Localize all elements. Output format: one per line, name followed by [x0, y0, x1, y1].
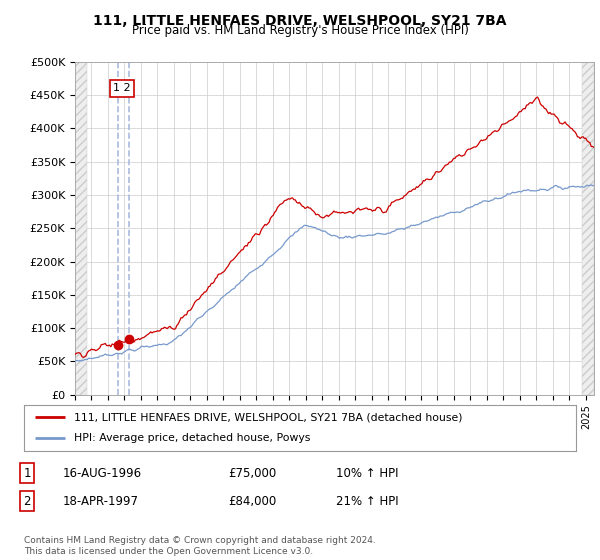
Text: 16-AUG-1996: 16-AUG-1996 — [63, 466, 142, 480]
Text: 10% ↑ HPI: 10% ↑ HPI — [336, 466, 398, 480]
Text: 18-APR-1997: 18-APR-1997 — [63, 494, 139, 508]
Text: Price paid vs. HM Land Registry's House Price Index (HPI): Price paid vs. HM Land Registry's House … — [131, 24, 469, 37]
Text: Contains HM Land Registry data © Crown copyright and database right 2024.
This d: Contains HM Land Registry data © Crown c… — [24, 536, 376, 556]
Text: 1 2: 1 2 — [113, 83, 131, 94]
Text: 111, LITTLE HENFAES DRIVE, WELSHPOOL, SY21 7BA: 111, LITTLE HENFAES DRIVE, WELSHPOOL, SY… — [93, 14, 507, 28]
Text: 2: 2 — [23, 494, 31, 508]
Text: HPI: Average price, detached house, Powys: HPI: Average price, detached house, Powy… — [74, 433, 310, 444]
Text: £84,000: £84,000 — [228, 494, 276, 508]
Text: 21% ↑ HPI: 21% ↑ HPI — [336, 494, 398, 508]
Text: 1: 1 — [23, 466, 31, 480]
Text: 111, LITTLE HENFAES DRIVE, WELSHPOOL, SY21 7BA (detached house): 111, LITTLE HENFAES DRIVE, WELSHPOOL, SY… — [74, 412, 462, 422]
Text: £75,000: £75,000 — [228, 466, 276, 480]
